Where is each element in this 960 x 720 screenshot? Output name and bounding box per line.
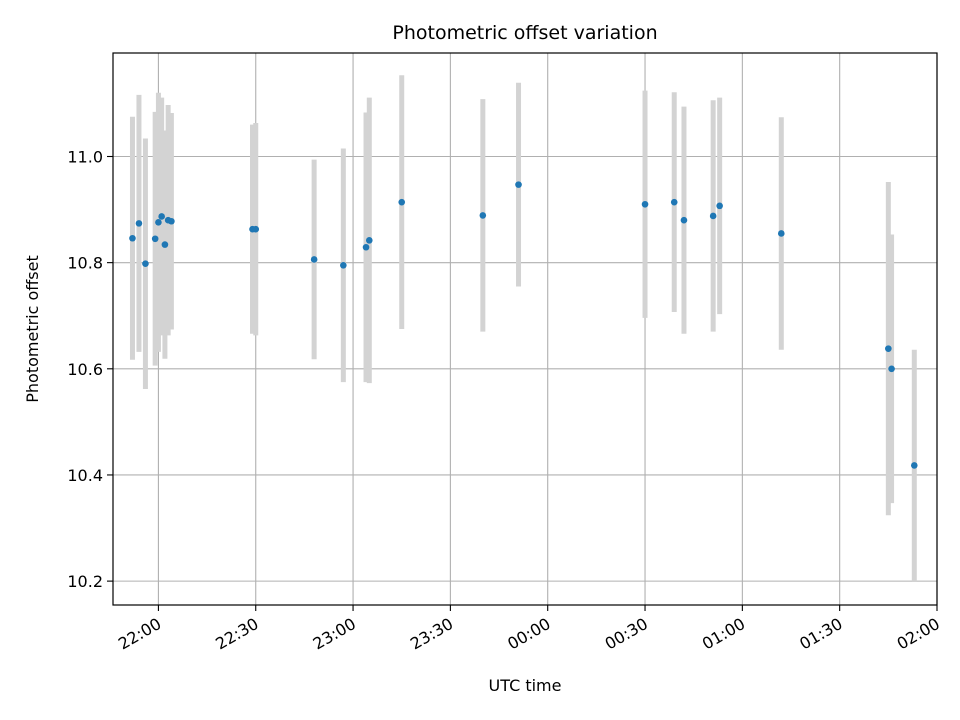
y-axis-ticks: 10.2 10.4 10.6 10.8 11.0	[67, 148, 113, 591]
y-tick-label: 10.2	[67, 572, 103, 591]
x-tick-label: 00:30	[602, 614, 651, 654]
data-point	[680, 216, 688, 224]
data-point	[151, 235, 159, 243]
x-tick-label: 23:30	[407, 614, 456, 654]
data-point	[641, 200, 649, 208]
data-point	[365, 237, 373, 244]
data-point	[670, 198, 678, 206]
y-tick-label: 10.8	[67, 254, 103, 273]
data-point	[158, 213, 165, 220]
x-tick-label: 01:00	[699, 614, 748, 654]
data-point	[910, 462, 918, 469]
x-tick-label: 22:30	[212, 614, 261, 654]
data-point	[168, 217, 175, 225]
data-point	[155, 219, 162, 226]
x-tick-label: 01:30	[796, 614, 845, 654]
error-bars	[129, 75, 917, 582]
data-point	[777, 230, 785, 237]
data-point	[709, 212, 717, 220]
data-point	[515, 181, 522, 188]
data-point	[161, 241, 169, 248]
x-tick-label: 02:00	[894, 614, 943, 654]
x-tick-label: 23:00	[310, 614, 359, 654]
data-point	[362, 243, 370, 251]
x-tick-label: 22:00	[115, 614, 164, 654]
data-point	[885, 345, 892, 352]
grid	[113, 53, 938, 605]
data-point	[142, 260, 149, 268]
plot-frame	[112, 52, 938, 606]
y-tick-label: 10.6	[67, 360, 103, 379]
x-axis-label: UTC time	[489, 676, 562, 695]
y-tick-label: 11.0	[67, 148, 103, 167]
data-point	[340, 262, 347, 269]
data-points	[129, 181, 918, 469]
data-point	[135, 220, 143, 227]
y-tick-label: 10.4	[67, 466, 103, 485]
data-point	[716, 202, 723, 210]
data-point	[398, 198, 406, 206]
data-point	[310, 256, 318, 263]
data-point	[888, 365, 895, 373]
data-point	[129, 234, 136, 242]
chart-title: Photometric offset variation	[392, 22, 657, 44]
data-point	[479, 212, 487, 219]
x-axis-ticks: 22:00 22:30 23:00 23:30 00:00 00:30 01:00 01:30…	[115, 605, 943, 654]
y-axis-label: Photometric offset	[23, 255, 42, 403]
data-point	[252, 225, 260, 233]
x-tick-label: 00:00	[504, 614, 553, 654]
